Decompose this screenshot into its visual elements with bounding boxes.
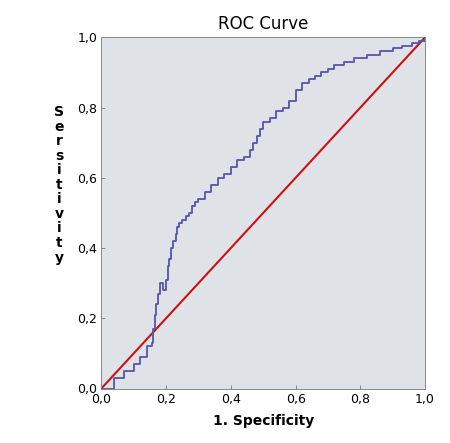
Title: ROC Curve: ROC Curve <box>218 15 308 33</box>
Text: S
e
r
s
i
t
i
v
i
t
y: S e r s i t i v i t y <box>54 105 64 264</box>
X-axis label: 1. Specificity: 1. Specificity <box>212 414 314 428</box>
